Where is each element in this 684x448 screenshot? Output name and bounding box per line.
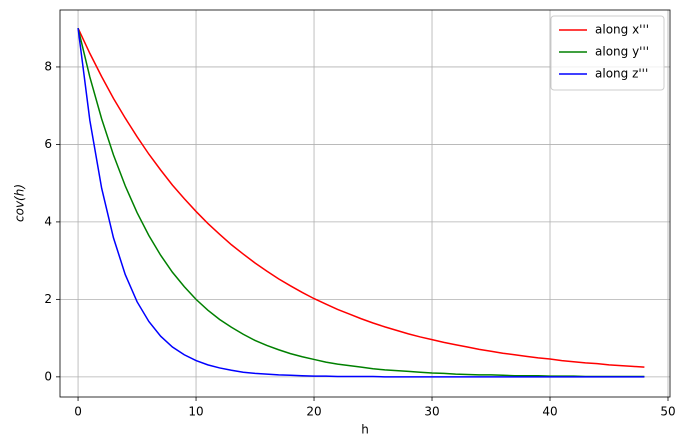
y-tick-label: 0	[44, 369, 52, 383]
x-tick-label: 10	[188, 405, 203, 419]
series-line	[77, 28, 645, 378]
plot-frame	[59, 9, 671, 398]
x-tick-label: 0	[74, 405, 82, 419]
x-tick-label: 20	[306, 405, 321, 419]
legend-label: along z'''	[595, 67, 648, 81]
x-tick-label: 30	[424, 405, 439, 419]
x-tick-label: 50	[660, 405, 675, 419]
series-line	[77, 28, 645, 378]
y-tick-label: 6	[44, 137, 52, 151]
legend-box	[550, 15, 665, 91]
y-tick-label: 2	[44, 292, 52, 306]
x-axis-label: h	[361, 423, 369, 437]
y-axis-label: cov(h)	[13, 184, 27, 222]
legend-label: along y'''	[595, 45, 649, 59]
series-line	[77, 27, 645, 368]
y-tick-label: 4	[44, 214, 52, 228]
legend-label: along x'''	[595, 23, 649, 37]
x-tick-label: 40	[542, 405, 557, 419]
y-tick-label: 8	[44, 59, 52, 73]
